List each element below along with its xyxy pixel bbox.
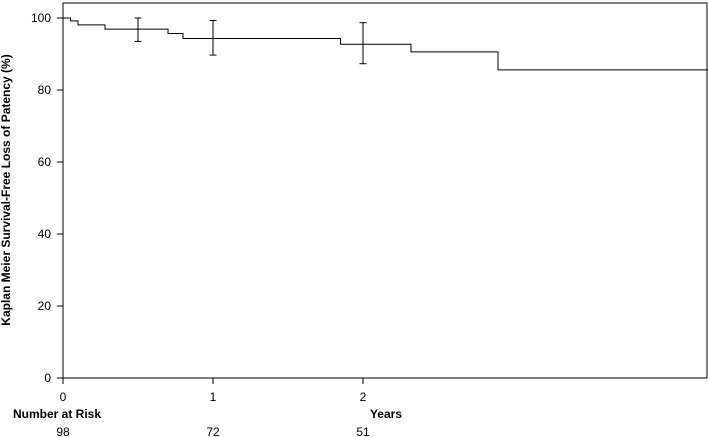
survival-step-line-0 <box>63 17 708 71</box>
risk-value-2: 51 <box>356 425 370 437</box>
y-tick-label-20: 20 <box>38 299 52 313</box>
x-tick-label-1: 1 <box>210 390 217 404</box>
y-tick-label-80: 80 <box>38 83 52 97</box>
errorbar-layer <box>134 17 367 65</box>
x-axis: 0 1 2 <box>60 378 367 404</box>
series-layer <box>63 17 708 71</box>
risk-value-0: 98 <box>56 425 70 437</box>
y-tick-label-60: 60 <box>38 155 52 169</box>
y-axis: 0 20 40 60 80 100 <box>31 11 63 385</box>
y-tick-label-100: 100 <box>31 11 51 25</box>
y-tick-label-0: 0 <box>44 371 51 385</box>
y-axis-title: Kaplan Meier Survival-Free Loss of Paten… <box>0 54 13 325</box>
y-tick-label-40: 40 <box>38 227 52 241</box>
x-tick-label-0: 0 <box>60 390 67 404</box>
x-axis-title: Years <box>370 407 402 421</box>
plot-frame <box>62 2 708 379</box>
risk-value-1: 72 <box>206 425 220 437</box>
x-tick-label-2: 2 <box>360 390 367 404</box>
risk-table-label: Number at Risk <box>13 407 101 421</box>
risk-table: 98 72 51 <box>56 425 370 437</box>
